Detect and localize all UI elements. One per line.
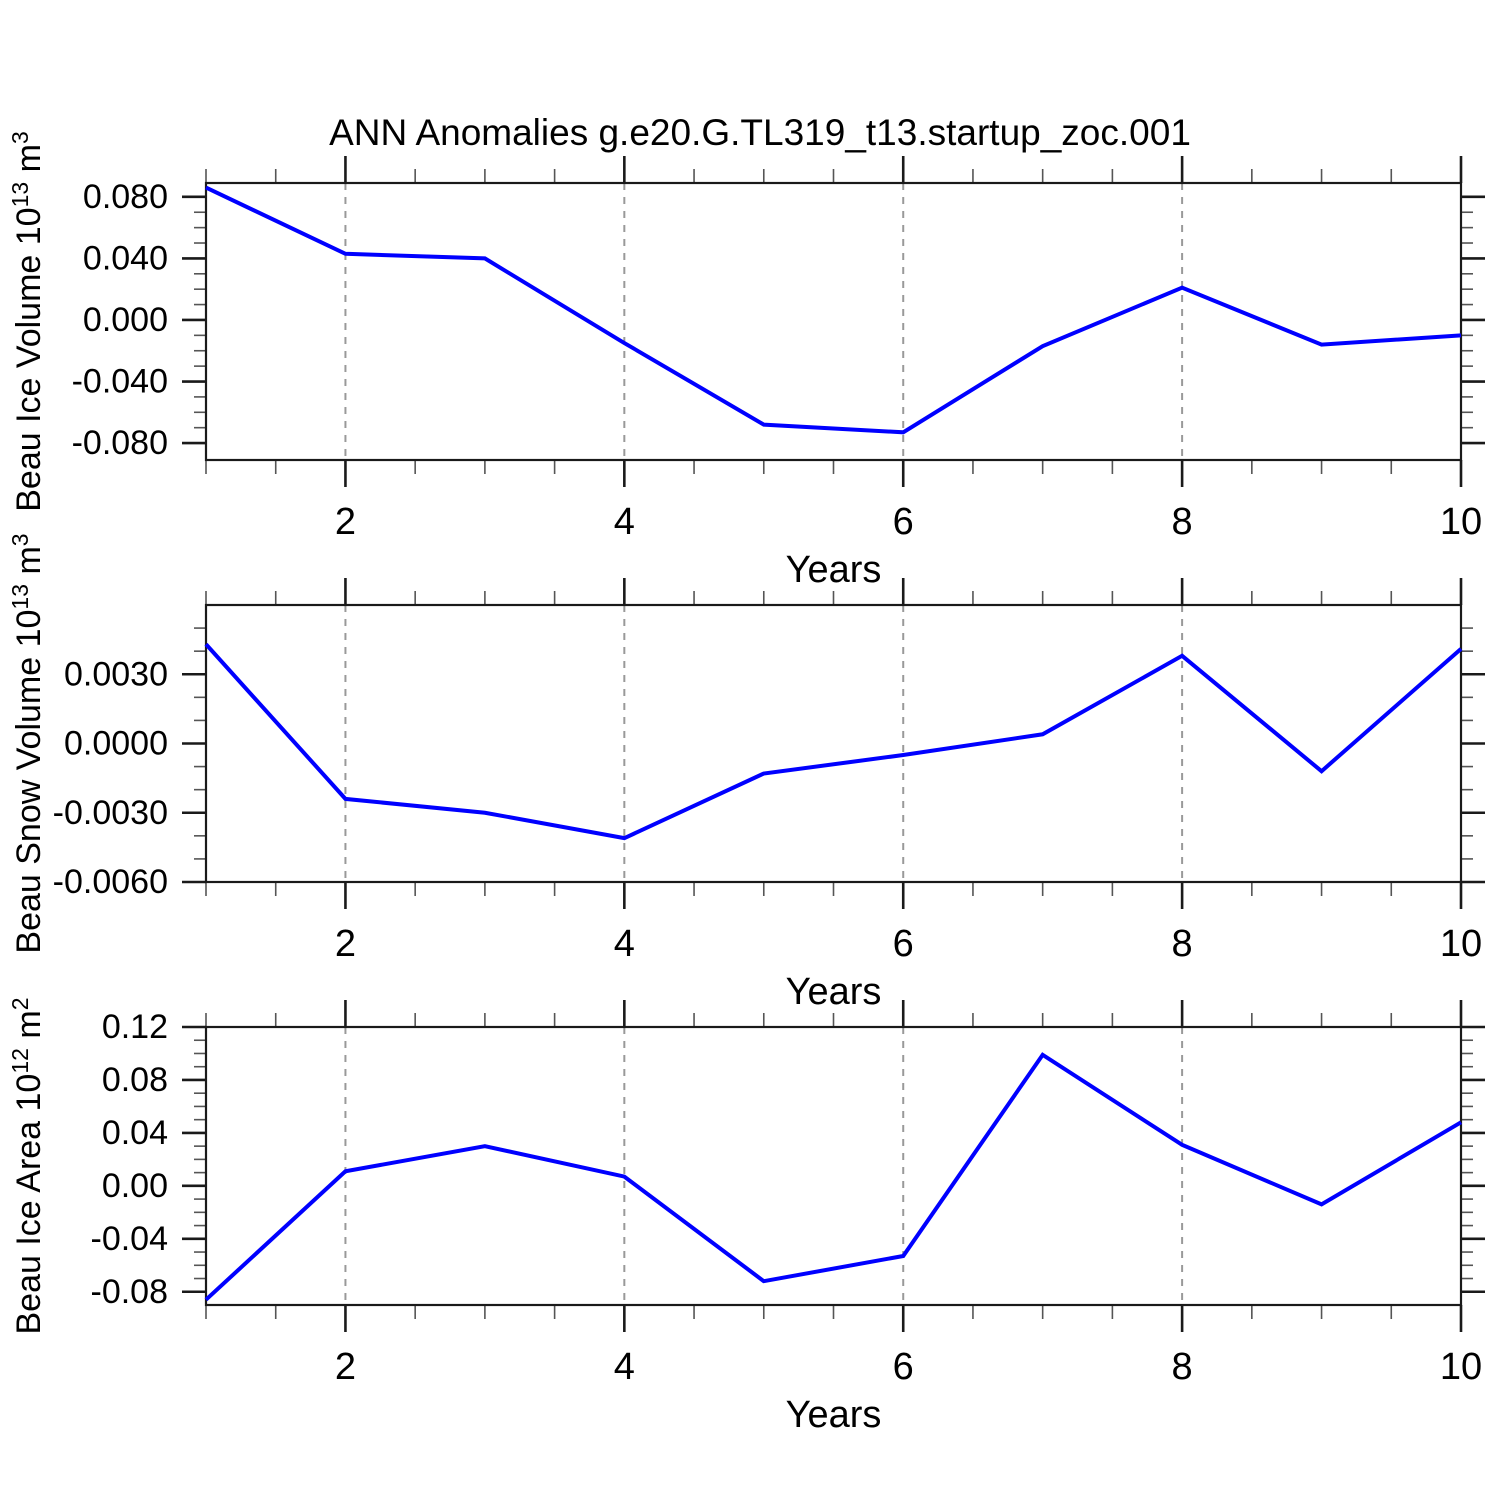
y-tick-label: 0.0000 [64, 725, 168, 763]
y-tick-label: 0.000 [83, 301, 168, 339]
y-tick-label: -0.0060 [53, 863, 168, 901]
x-axis-title: Years [786, 1394, 882, 1436]
x-tick-label: 2 [335, 501, 356, 543]
x-tick-label: 8 [1172, 1346, 1193, 1388]
series-line [204, 642, 1463, 841]
plot-border [204, 1025, 1463, 1307]
y-tick-label: 0.040 [83, 239, 168, 277]
y-tick-label: 0.080 [83, 178, 168, 216]
x-tick-label: 8 [1172, 923, 1193, 965]
x-tick-label: 8 [1172, 501, 1193, 543]
x-tick-label: 2 [335, 923, 356, 965]
x-tick-label: 10 [1440, 923, 1482, 965]
x-tick-label: 10 [1440, 501, 1482, 543]
y-tick-label: -0.0030 [53, 794, 168, 832]
x-tick-label: 6 [893, 923, 914, 965]
y-tick-label: 0.00 [102, 1167, 168, 1205]
y-tick-label: -0.08 [91, 1273, 169, 1311]
series-line [205, 185, 1462, 435]
x-tick-label: 6 [893, 501, 914, 543]
x-tick-label: 4 [614, 501, 635, 543]
plot-border [204, 181, 1463, 462]
y-tick-label: 0.08 [102, 1061, 168, 1099]
plot-border [204, 603, 1463, 884]
y-tick-label: 0.12 [102, 1008, 168, 1046]
y-axis-title: Beau Ice Area 1012 m2 [7, 997, 48, 1334]
x-tick-label: 10 [1440, 1346, 1482, 1388]
y-tick-label: -0.080 [72, 424, 168, 462]
y-tick-label: 0.0030 [64, 655, 168, 693]
y-tick-label: 0.04 [102, 1114, 168, 1152]
chart-title: ANN Anomalies g.e20.G.TL319_t13.startup_… [329, 112, 1191, 153]
y-axis-title: Beau Snow Volume 1013 m3 [7, 533, 48, 953]
panel-2: 2 4 6 8 10 0.0030 0.0000 -0.0030 -0.0060 Years Bea… [7, 533, 1485, 1013]
panel-3: 2 4 6 8 10 0.12 0.08 0.04 0.00 -0.04 -0.08 Years Bea… [7, 997, 1485, 1436]
y-tick-label: -0.04 [91, 1220, 169, 1258]
panel-1: 2 4 6 8 10 0.080 0.040 0.000 -0.040 -0.080 Years Be… [7, 131, 1485, 591]
x-axis-title: Years [786, 549, 882, 591]
x-tick-label: 4 [614, 923, 635, 965]
x-tick-label: 6 [893, 1346, 914, 1388]
y-axis-title: Beau Ice Volume 1013 m3 [7, 131, 48, 512]
x-tick-label: 4 [614, 1346, 635, 1388]
y-tick-label: -0.040 [72, 363, 168, 401]
x-tick-label: 2 [335, 1346, 356, 1388]
x-axis-title: Years [786, 971, 882, 1013]
series-line [204, 1052, 1463, 1302]
